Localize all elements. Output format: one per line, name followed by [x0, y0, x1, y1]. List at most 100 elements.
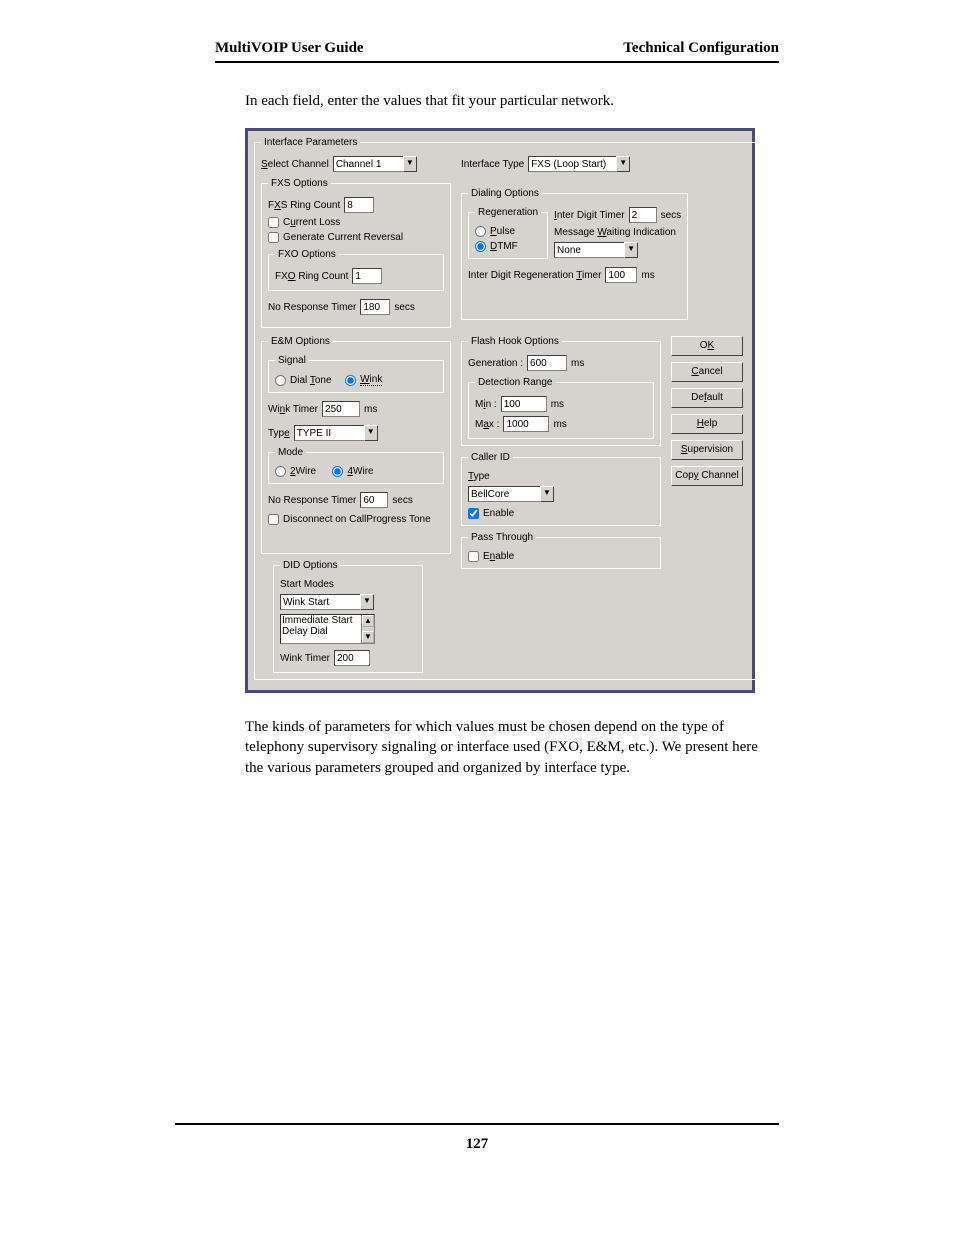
- select-channel-value[interactable]: [333, 156, 403, 172]
- fxs-ring-count-label: FXS Ring Count: [268, 200, 340, 211]
- generation-label: Generation :: [468, 358, 523, 369]
- inter-digit-timer-unit: secs: [661, 210, 682, 221]
- chevron-down-icon[interactable]: ▼: [616, 156, 630, 172]
- fxs-ring-count-input[interactable]: [344, 197, 374, 213]
- chevron-down-icon[interactable]: ▼: [540, 486, 554, 502]
- no-response-timer2-unit: secs: [392, 495, 413, 506]
- wink-radio[interactable]: [345, 375, 356, 386]
- em-legend: E&M Options: [268, 336, 333, 347]
- scroll-down-icon[interactable]: ▼: [362, 631, 374, 643]
- callerid-enable-checkbox[interactable]: [468, 508, 479, 519]
- 4wire-label: 4Wire: [347, 466, 373, 477]
- inter-digit-regen-unit: ms: [641, 270, 654, 281]
- passthrough-enable-label: Enable: [483, 551, 514, 562]
- header-left: MultiVOIP User Guide: [215, 40, 364, 57]
- inter-digit-timer-label: Inter Digit Timer: [554, 210, 625, 221]
- help-button[interactable]: Help: [671, 414, 743, 434]
- detect-legend: Detection Range: [475, 377, 556, 388]
- passthrough-legend: Pass Through: [468, 532, 536, 543]
- start-modes-listbox[interactable]: Immediate Start Delay Dial ▲ ▼: [280, 614, 375, 644]
- outro-text: The kinds of parameters for which values…: [215, 717, 779, 778]
- dtmf-radio[interactable]: [475, 241, 486, 252]
- no-response-timer2-input[interactable]: [360, 492, 388, 508]
- gen-current-reversal-label: Generate Current Reversal: [283, 232, 403, 243]
- dial-tone-radio[interactable]: [275, 375, 286, 386]
- fxs-legend: FXS Options: [268, 178, 331, 189]
- start-modes-value[interactable]: [280, 594, 360, 610]
- regen-legend: Regeneration: [475, 207, 541, 218]
- generation-input[interactable]: [527, 355, 567, 371]
- chevron-down-icon[interactable]: ▼: [403, 156, 417, 172]
- start-modes-dropdown[interactable]: ▼: [280, 594, 374, 610]
- 2wire-radio[interactable]: [275, 466, 286, 477]
- disconnect-cp-checkbox[interactable]: [268, 514, 279, 525]
- dialing-legend: Dialing Options: [468, 188, 542, 199]
- msg-wait-label: Message Waiting Indication: [554, 227, 681, 238]
- did-legend: DID Options: [280, 560, 340, 571]
- msg-wait-dropdown[interactable]: ▼: [554, 242, 638, 258]
- header-right: Technical Configuration: [623, 40, 779, 57]
- did-wink-timer-label: Wink Timer: [280, 653, 330, 664]
- gen-current-reversal-checkbox[interactable]: [268, 232, 279, 243]
- interface-type-value[interactable]: [528, 156, 616, 172]
- did-wink-timer-input[interactable]: [334, 650, 370, 666]
- no-response-timer1-input[interactable]: [360, 299, 390, 315]
- current-loss-label: Current Loss: [283, 217, 340, 228]
- em-type-label: Type: [268, 428, 290, 439]
- select-channel-label: Select Channel: [261, 159, 329, 170]
- msg-wait-value[interactable]: [554, 242, 624, 258]
- min-input[interactable]: [501, 396, 547, 412]
- interface-parameters-dialog: Interface Parameters Select Channel ▼ In…: [245, 128, 755, 693]
- list-item[interactable]: Immediate Start: [282, 615, 373, 626]
- dtmf-label: DTMF: [490, 241, 518, 252]
- intro-text: In each field, enter the values that fit…: [215, 93, 779, 110]
- list-item[interactable]: Delay Dial: [282, 626, 373, 637]
- signal-legend: Signal: [275, 355, 309, 366]
- interface-type-label: Interface Type: [461, 159, 524, 170]
- pulse-radio[interactable]: [475, 226, 486, 237]
- passthrough-enable-checkbox[interactable]: [468, 551, 479, 562]
- inter-digit-timer-input[interactable]: [629, 207, 657, 223]
- no-response-timer1-unit: secs: [394, 302, 415, 313]
- callerid-type-dropdown[interactable]: ▼: [468, 486, 554, 502]
- current-loss-checkbox[interactable]: [268, 217, 279, 228]
- copy-channel-button[interactable]: Copy Channel: [671, 466, 743, 486]
- min-unit: ms: [551, 399, 564, 410]
- inter-digit-regen-input[interactable]: [605, 267, 637, 283]
- 4wire-radio[interactable]: [332, 466, 343, 477]
- max-unit: ms: [553, 419, 566, 430]
- supervision-button[interactable]: Supervision: [671, 440, 743, 460]
- no-response-timer2-label: No Response Timer: [268, 495, 356, 506]
- callerid-legend: Caller ID: [468, 452, 513, 463]
- chevron-down-icon[interactable]: ▼: [360, 594, 374, 610]
- em-type-dropdown[interactable]: ▼: [294, 425, 378, 441]
- callerid-type-label: Type: [468, 471, 654, 482]
- 2wire-label: 2Wire: [290, 466, 316, 477]
- select-channel-dropdown[interactable]: ▼: [333, 156, 417, 172]
- wink-label: Wink: [360, 374, 382, 386]
- chevron-down-icon[interactable]: ▼: [624, 242, 638, 258]
- cancel-button[interactable]: Cancel: [671, 362, 743, 382]
- inter-digit-regen-label: Inter Digit Regeneration Timer: [468, 270, 601, 281]
- ok-button[interactable]: OK: [671, 336, 743, 356]
- chevron-down-icon[interactable]: ▼: [364, 425, 378, 441]
- fxo-ring-count-label: FXO Ring Count: [275, 271, 348, 282]
- callerid-type-value[interactable]: [468, 486, 540, 502]
- footer-divider: [175, 1123, 779, 1125]
- em-type-value[interactable]: [294, 425, 364, 441]
- scroll-up-icon[interactable]: ▲: [362, 615, 374, 627]
- min-label: Min :: [475, 399, 497, 410]
- default-button[interactable]: Default: [671, 388, 743, 408]
- wink-timer-unit: ms: [364, 404, 377, 415]
- dial-tone-label: Dial Tone: [290, 375, 332, 386]
- interface-type-dropdown[interactable]: ▼: [528, 156, 630, 172]
- wink-timer-label: Wink Timer: [268, 404, 318, 415]
- dialog-title: Interface Parameters: [261, 137, 360, 148]
- generation-unit: ms: [571, 358, 584, 369]
- callerid-enable-label: Enable: [483, 508, 514, 519]
- max-input[interactable]: [503, 416, 549, 432]
- wink-timer-input[interactable]: [322, 401, 360, 417]
- fxo-ring-count-input[interactable]: [352, 268, 382, 284]
- disconnect-cp-label: Disconnect on CallProgress Tone: [283, 514, 431, 525]
- max-label: Max :: [475, 419, 499, 430]
